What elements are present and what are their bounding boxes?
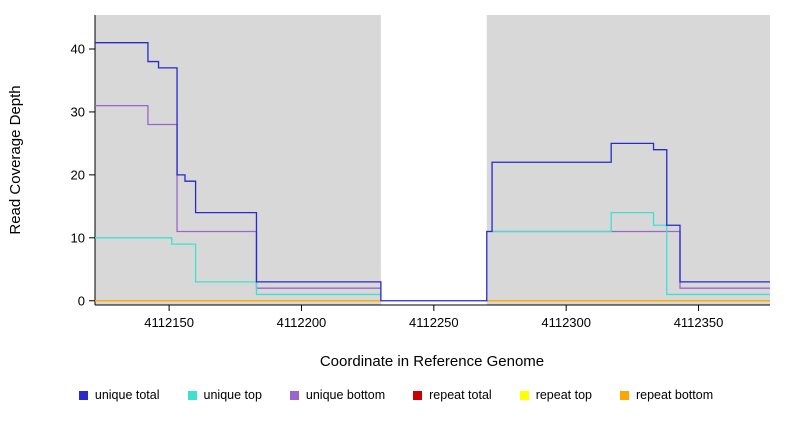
series-line-unique-total: [95, 42, 770, 302]
legend-label: repeat top: [535, 388, 592, 402]
legend-label: unique total: [94, 388, 160, 402]
x-tick-label: 4112250: [409, 315, 459, 330]
y-tick-label: 20: [71, 167, 85, 182]
y-axis-title: Read Coverage Depth: [7, 85, 24, 234]
legend-swatch-icon: [78, 390, 88, 400]
legend-swatch-icon: [619, 390, 629, 400]
legend-item-repeat-top: repeat top: [519, 388, 592, 402]
legend-item-repeat-bottom: repeat bottom: [619, 388, 714, 402]
x-axis-title: Coordinate in Reference Genome: [320, 353, 544, 370]
legend-item-unique-bottom: unique bottom: [289, 388, 386, 402]
y-tick-label: 40: [71, 41, 85, 56]
x-tick-label: 4112150: [144, 315, 194, 330]
x-tick-label: 4112300: [541, 315, 591, 330]
plot-area: 0 10 20 30 40 4112150 4112200 4112250 4112300 411…: [71, 15, 770, 330]
y-tick-label: 0: [78, 293, 85, 308]
legend-label: unique top: [203, 388, 262, 402]
legend-label: repeat total: [429, 388, 492, 402]
legend-swatch-icon: [187, 390, 197, 400]
legend-item-repeat-total: repeat total: [413, 388, 492, 402]
legend-swatch-icon: [519, 390, 529, 400]
x-tick-label: 4112350: [674, 315, 724, 330]
coverage-plot: 0 10 20 30 40 4112150 4112200 4112250 4112300 411…: [7, 15, 770, 370]
chart-legend: unique total unique top unique bottom repea…: [0, 388, 792, 402]
y-tick-label: 30: [71, 104, 85, 119]
masked-gap-region: [380, 15, 487, 305]
legend-item-unique-total: unique total: [78, 388, 160, 402]
legend-label: repeat bottom: [635, 388, 714, 402]
legend-swatch-icon: [289, 390, 299, 400]
legend-item-unique-top: unique top: [187, 388, 262, 402]
legend-swatch-icon: [413, 390, 423, 400]
y-tick-label: 10: [71, 230, 85, 245]
x-tick-label: 4112200: [277, 315, 327, 330]
series-line-unique-top: [95, 211, 770, 296]
legend-label: unique bottom: [305, 388, 386, 402]
